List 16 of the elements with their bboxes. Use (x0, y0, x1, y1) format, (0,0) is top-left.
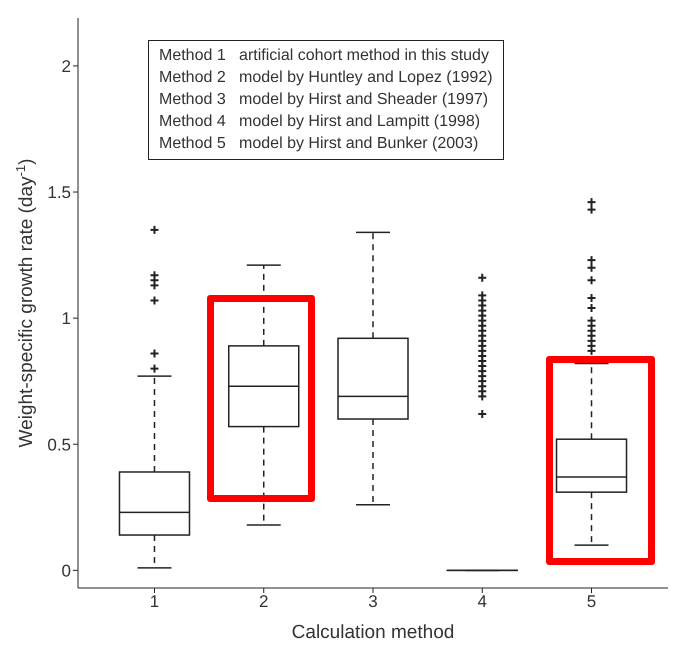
x-tick-label: 1 (150, 592, 160, 612)
annotation: Method 5 model by Hirst and Bunker (2003) (159, 134, 480, 154)
annotation: Method 2 model by Huntley and Lopez (1992) (159, 68, 493, 88)
annotation: Method 3 model by Hirst and Sheader (1997) (159, 90, 490, 110)
y-tick-label: 1.5 (47, 183, 71, 202)
y-tick-label: 1 (62, 309, 71, 328)
annotation: Method 1 artificial cohort method in this study (159, 46, 490, 66)
x-tick-label: 4 (478, 592, 487, 612)
y-tick-label: 2 (62, 56, 71, 76)
x-tick-label: 3 (368, 592, 378, 612)
y-tick-label: 0.5 (47, 435, 71, 454)
annotation: Method 4 model by Hirst and Lampitt (1998) (159, 112, 482, 132)
y-tick-label: 0 (62, 561, 71, 580)
x-tick-label: 5 (586, 592, 596, 612)
x-axis-title: Calculation method (292, 622, 454, 643)
x-tick-label: 2 (259, 592, 268, 612)
